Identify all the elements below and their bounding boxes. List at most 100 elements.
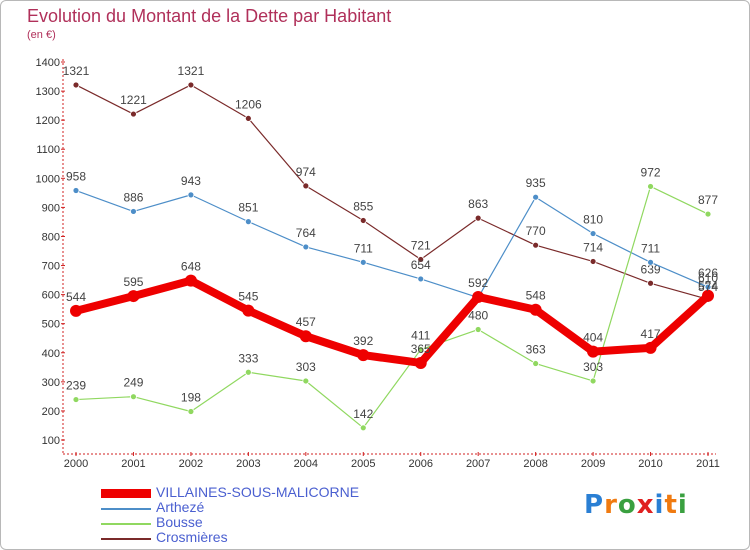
data-label: 654 xyxy=(411,258,431,272)
chart-title: Evolution du Montant de la Dette par Hab… xyxy=(27,6,392,26)
data-point xyxy=(589,258,597,265)
data-point xyxy=(70,304,82,317)
data-point xyxy=(357,349,370,362)
legend-label-artheze: Arthezé xyxy=(156,499,205,515)
y-tick-label: 1300 xyxy=(36,86,60,98)
data-point xyxy=(414,356,427,369)
data-point xyxy=(302,243,310,251)
data-point xyxy=(417,346,425,353)
data-label: 770 xyxy=(526,224,546,238)
data-point xyxy=(589,230,597,237)
y-tick-label: 200 xyxy=(42,406,60,418)
y-tick-label: 900 xyxy=(42,202,60,214)
x-tick-label: 2008 xyxy=(523,458,547,470)
logo-letter: r xyxy=(604,490,618,520)
data-point xyxy=(702,289,714,302)
data-point xyxy=(472,290,485,303)
data-label: 810 xyxy=(583,213,603,227)
data-label: 303 xyxy=(583,360,603,374)
legend-label-bousse: Bousse xyxy=(156,514,203,530)
data-label: 198 xyxy=(181,391,201,405)
data-point xyxy=(72,81,80,89)
proxiti-logo: Proxiti xyxy=(584,490,688,520)
data-label: 333 xyxy=(238,351,258,365)
data-label: 877 xyxy=(698,193,718,207)
data-label: 1321 xyxy=(178,64,205,78)
data-label: 142 xyxy=(353,407,373,421)
data-point xyxy=(244,115,252,122)
data-label: 548 xyxy=(526,289,546,303)
data-label: 303 xyxy=(296,360,316,374)
series-line-2 xyxy=(75,185,709,429)
x-tick-label: 2001 xyxy=(121,458,145,470)
y-tick-label: 700 xyxy=(42,261,60,273)
x-tick-label: 2007 xyxy=(466,458,490,470)
data-label: 972 xyxy=(641,165,661,179)
data-label: 714 xyxy=(583,240,603,254)
data-label: 1206 xyxy=(235,97,262,111)
data-label: 249 xyxy=(123,376,143,390)
data-label: 544 xyxy=(66,290,86,304)
legend-label-crosmieres: Crosmières xyxy=(156,529,228,545)
data-label: 545 xyxy=(238,290,258,304)
data-point xyxy=(299,330,312,343)
data-point xyxy=(532,241,540,249)
y-tick-label: 400 xyxy=(42,348,60,360)
data-label: 958 xyxy=(66,170,86,184)
data-label: 480 xyxy=(468,309,488,323)
logo-letter: o xyxy=(617,490,637,520)
y-tick-label: 100 xyxy=(42,435,60,447)
data-label: 365 xyxy=(411,342,431,356)
data-label: 239 xyxy=(66,379,86,393)
data-label: 886 xyxy=(123,190,143,204)
series-line-0 xyxy=(75,276,711,367)
data-label: 851 xyxy=(238,201,258,215)
chart-subtitle: (en €) xyxy=(27,29,56,41)
data-point xyxy=(647,279,654,287)
data-label: 411 xyxy=(411,329,430,343)
data-label: 592 xyxy=(468,276,488,290)
data-label: 363 xyxy=(526,343,546,357)
data-point xyxy=(417,256,425,263)
data-point xyxy=(359,258,367,266)
y-tick-label: 800 xyxy=(42,231,60,243)
y-tick-label: 1100 xyxy=(36,144,60,156)
x-tick-label: 2010 xyxy=(638,458,662,470)
data-label: 610 xyxy=(698,271,718,285)
data-point xyxy=(187,408,195,415)
data-point xyxy=(187,81,195,89)
legend-swatch-crosmieres xyxy=(101,538,151,540)
logo-letter: t xyxy=(664,490,678,520)
series-line-1 xyxy=(75,189,709,299)
legend-swatch-villaines xyxy=(101,489,151,498)
data-label: 711 xyxy=(641,241,660,255)
data-label: 863 xyxy=(468,197,488,211)
data-label: 392 xyxy=(353,334,373,348)
data-point xyxy=(242,304,255,317)
x-tick-label: 2003 xyxy=(236,458,260,470)
data-point xyxy=(474,326,482,333)
series-line-3 xyxy=(75,84,709,300)
logo-letter: i xyxy=(677,490,688,520)
data-point xyxy=(587,345,600,358)
data-point xyxy=(130,393,137,401)
data-point xyxy=(72,396,80,403)
x-tick-label: 2004 xyxy=(294,458,318,470)
y-tick-label: 1400 xyxy=(36,57,60,69)
data-point xyxy=(529,303,542,316)
data-label: 943 xyxy=(181,174,201,188)
data-point xyxy=(302,377,310,385)
data-point xyxy=(359,424,367,432)
data-label: 935 xyxy=(526,176,546,190)
x-tick-label: 2002 xyxy=(179,458,203,470)
data-label: 574 xyxy=(698,280,718,294)
data-point xyxy=(532,193,540,201)
x-tick-label: 2005 xyxy=(351,458,375,470)
data-label: 404 xyxy=(583,331,603,345)
data-point xyxy=(184,274,197,287)
data-label: 626 xyxy=(698,266,718,280)
legend-swatch-artheze xyxy=(101,508,151,510)
legend-label-villaines: VILLAINES-SOUS-MALICORNE xyxy=(156,484,360,500)
x-tick-label: 2000 xyxy=(64,458,88,470)
